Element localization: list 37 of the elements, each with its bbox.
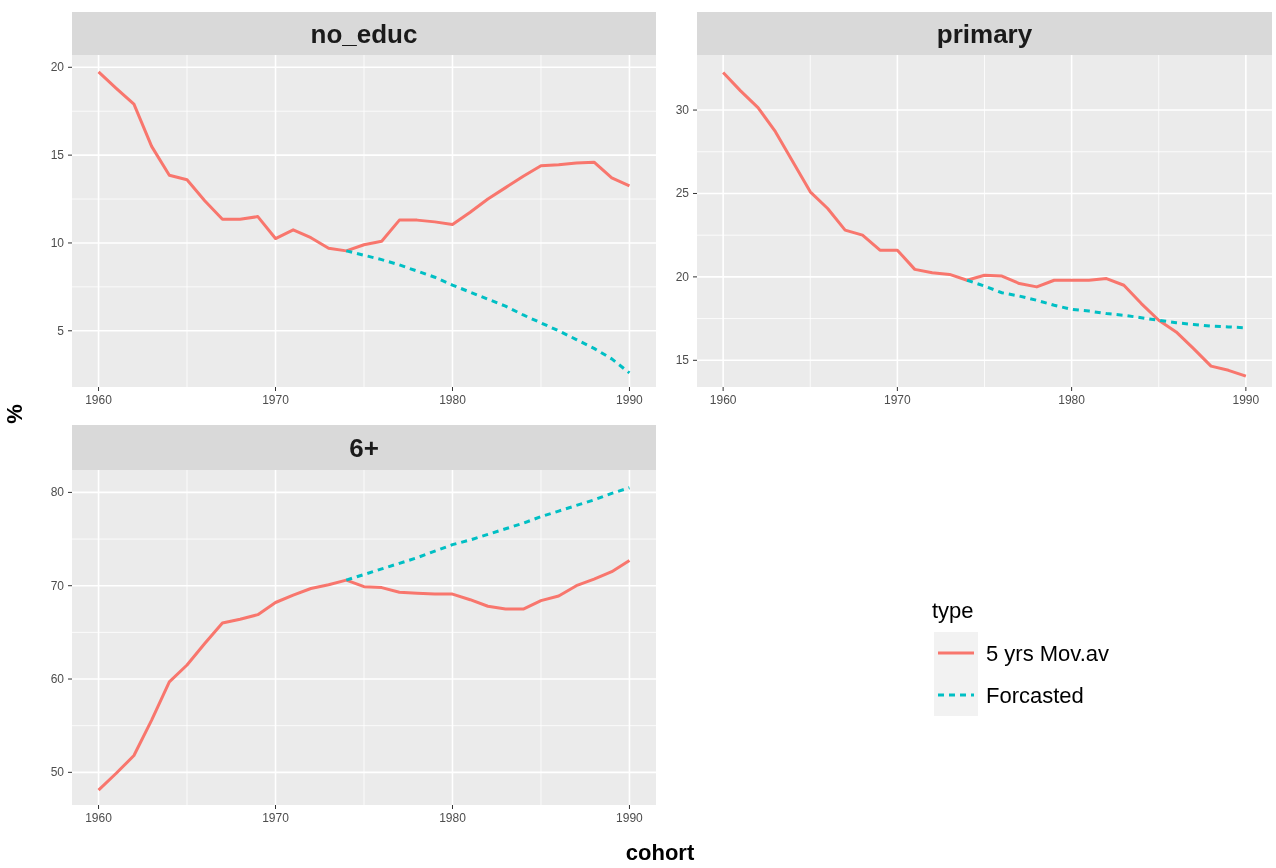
x-tick-label: 1980	[439, 811, 467, 825]
y-tick-label: 60	[50, 672, 65, 687]
x-tick-label: 1960	[709, 393, 737, 407]
y-tick-label: 20	[50, 60, 65, 75]
y-tick-label: 15	[50, 148, 65, 163]
y-tick-label: 15	[675, 353, 690, 368]
legend-label: 5 yrs Mov.av	[986, 641, 1110, 666]
line-series	[97, 559, 631, 792]
x-tick-label: 1990	[616, 811, 644, 825]
x-tick-label: 1970	[884, 393, 912, 407]
line-series	[97, 70, 631, 253]
y-tick-label: 50	[50, 765, 65, 780]
y-tick-label: 10	[50, 235, 65, 250]
x-axis-title: cohort	[625, 840, 695, 865]
y-tick-label: 5	[57, 323, 65, 338]
y-tick-label: 70	[50, 578, 65, 593]
x-tick-label: 1980	[439, 393, 467, 407]
chart-title: primary	[936, 18, 1033, 49]
x-tick-label: 1980	[1058, 393, 1086, 407]
y-tick-label: 80	[50, 485, 65, 500]
chart-title: no_educ	[310, 18, 418, 49]
line-series	[721, 71, 1248, 378]
legend-title: type	[932, 598, 974, 623]
x-tick-label: 1960	[85, 393, 113, 407]
x-tick-label: 1990	[616, 393, 644, 407]
y-axis-title: %	[2, 404, 27, 424]
x-tick-label: 1990	[1232, 393, 1260, 407]
line-series	[344, 249, 631, 375]
y-tick-label: 30	[675, 103, 690, 118]
y-tick-label: 25	[675, 186, 690, 201]
chart-title: 6+	[349, 432, 379, 463]
line-series	[344, 486, 631, 582]
x-tick-label: 1970	[262, 811, 290, 825]
x-tick-label: 1960	[85, 811, 113, 825]
legend-label: Forcasted	[986, 683, 1084, 708]
x-tick-label: 1970	[262, 393, 290, 407]
y-tick-label: 20	[675, 269, 690, 284]
